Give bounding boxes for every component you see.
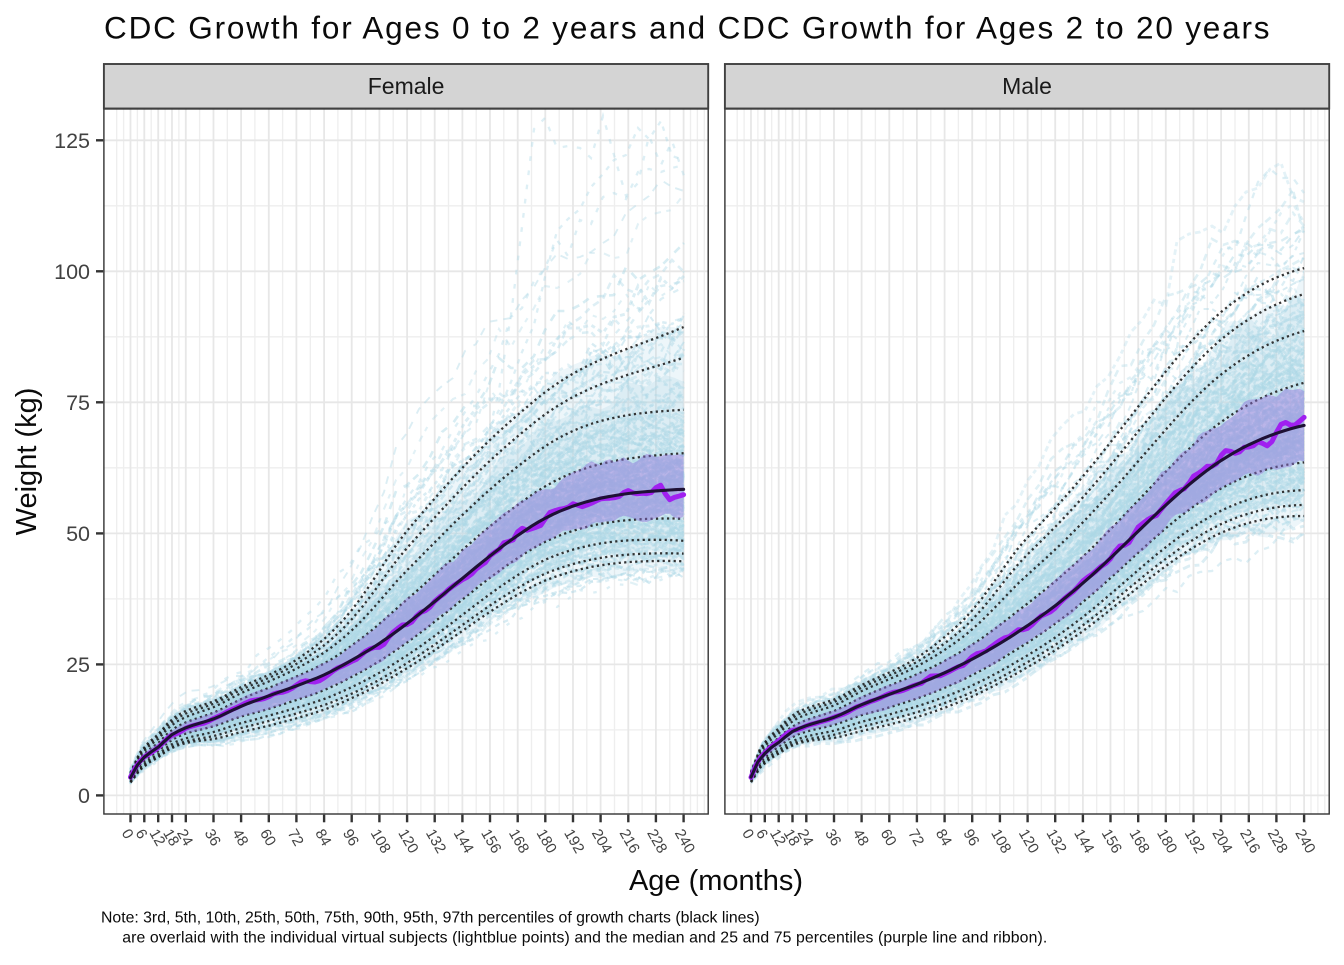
- svg-text:Age (months): Age (months): [629, 865, 803, 897]
- svg-text:96: 96: [339, 826, 362, 849]
- svg-text:72: 72: [284, 826, 307, 849]
- svg-text:0: 0: [78, 784, 90, 808]
- svg-text:100: 100: [54, 260, 90, 284]
- svg-text:84: 84: [311, 826, 334, 849]
- svg-text:36: 36: [201, 826, 224, 849]
- svg-text:72: 72: [904, 826, 927, 849]
- svg-text:24: 24: [794, 826, 817, 849]
- svg-text:Weight (kg): Weight (kg): [11, 388, 43, 536]
- svg-text:12: 12: [766, 826, 789, 849]
- svg-text:Female: Female: [368, 73, 445, 99]
- svg-text:96: 96: [960, 826, 983, 849]
- svg-text:60: 60: [877, 826, 900, 849]
- svg-text:48: 48: [849, 826, 872, 849]
- svg-text:48: 48: [228, 826, 251, 849]
- svg-text:18: 18: [780, 826, 803, 849]
- svg-text:24: 24: [173, 826, 196, 849]
- svg-text:are overlaid with the individu: are overlaid with the individual virtual…: [122, 930, 1047, 947]
- svg-text:84: 84: [932, 826, 955, 849]
- svg-text:125: 125: [54, 129, 90, 153]
- svg-text:25: 25: [66, 653, 90, 677]
- svg-text:Male: Male: [1002, 73, 1052, 99]
- svg-text:18: 18: [159, 826, 182, 849]
- svg-text:36: 36: [821, 826, 844, 849]
- svg-text:12: 12: [146, 826, 169, 849]
- svg-text:CDC Growth for Ages 0 to 2 yea: CDC Growth for Ages 0 to 2 years and CDC…: [104, 10, 1271, 46]
- svg-text:75: 75: [66, 391, 90, 415]
- svg-text:60: 60: [256, 826, 279, 849]
- svg-text:50: 50: [66, 522, 90, 546]
- svg-text:Note: 3rd, 5th, 10th, 25th, 50: Note: 3rd, 5th, 10th, 25th, 50th, 75th, …: [101, 910, 760, 927]
